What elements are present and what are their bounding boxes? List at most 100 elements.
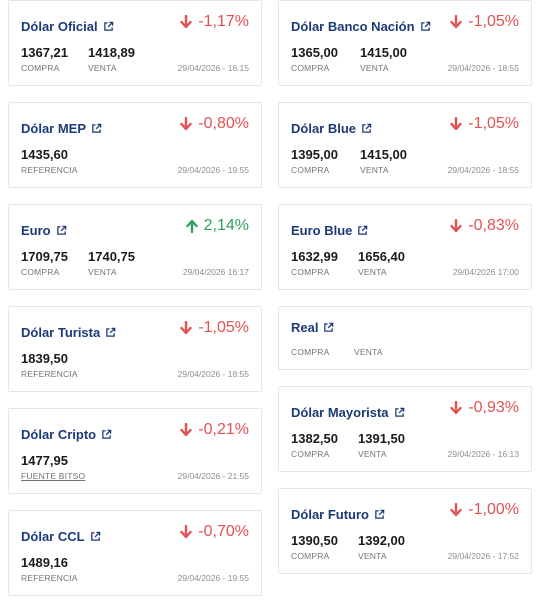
card-title[interactable]: Dólar MEP [21, 121, 87, 136]
card-title-link[interactable]: Dólar Oficial [21, 19, 114, 34]
change-indicator: -1,05% [450, 115, 519, 133]
card-title[interactable]: Real [291, 320, 319, 335]
buy-value: 1632,99 [291, 249, 338, 264]
card-title[interactable]: Dólar Blue [291, 121, 357, 136]
arrow-down-icon [450, 117, 462, 131]
external-link-icon[interactable] [394, 407, 405, 418]
card-euro: Euro 2,14% 1709,75 1740,75 COMPRA VENTA … [8, 204, 262, 290]
sell-label: VENTA [358, 267, 387, 277]
external-link-icon[interactable] [361, 123, 372, 134]
card-dolar-turista: Dólar Turista -1,05% 1839,50 REFERENCIA … [8, 306, 262, 392]
card-title[interactable]: Dólar Cripto [21, 427, 97, 442]
card-title-link[interactable]: Euro Blue [291, 223, 368, 238]
external-link-icon[interactable] [323, 322, 334, 333]
buy-value: 1382,50 [291, 431, 338, 446]
card-euro-blue: Euro Blue -0,83% 1632,99 1656,40 COMPRA … [278, 204, 532, 290]
change-indicator: -1,00% [450, 501, 519, 519]
buy-label: COMPRA [21, 267, 60, 277]
arrow-up-icon [185, 219, 198, 233]
change-percent: 2,14% [203, 217, 249, 234]
card-title-link[interactable]: Dólar Blue [291, 121, 372, 136]
card-title-link[interactable]: Dólar Mayorista [291, 405, 405, 420]
change-indicator: -0,83% [450, 217, 519, 235]
buy-value: 1365,00 [291, 45, 338, 60]
arrow-down-icon [450, 219, 462, 233]
external-link-icon[interactable] [91, 123, 102, 134]
sell-label: VENTA [354, 347, 383, 357]
buy-value: 1390,50 [291, 533, 338, 548]
update-timestamp: 29/04/2026 - 16:15 [177, 63, 249, 73]
buy-value: 1395,00 [291, 147, 338, 162]
buy-label: COMPRA [21, 63, 60, 73]
buy-label: COMPRA [291, 551, 330, 561]
card-dolar-ccl: Dólar CCL -0,70% 1489,16 REFERENCIA 29/0… [8, 510, 262, 596]
buy-label: COMPRA [291, 267, 330, 277]
sell-value: 1740,75 [88, 249, 135, 264]
card-real: Real COMPRA VENTA [278, 306, 532, 370]
buy-label: COMPRA [291, 165, 330, 175]
sell-label: VENTA [88, 267, 117, 277]
external-link-icon[interactable] [105, 327, 116, 338]
card-title[interactable]: Dólar Mayorista [291, 405, 389, 420]
card-title-link[interactable]: Dólar Cripto [21, 427, 112, 442]
update-timestamp: 29/04/2026 - 18:55 [447, 63, 519, 73]
card-title[interactable]: Euro Blue [291, 223, 353, 238]
card-dolar-oficial: Dólar Oficial -1,17% 1367,21 1418,89 COM… [8, 0, 262, 86]
update-timestamp: 29/04/2026 - 16:13 [447, 449, 519, 459]
card-title-link[interactable]: Real [291, 320, 334, 335]
card-dolar-futuro: Dólar Futuro -1,00% 1390,50 1392,00 COMP… [278, 488, 532, 574]
sell-label: VENTA [358, 449, 387, 459]
change-indicator: -1,05% [180, 319, 249, 337]
card-title[interactable]: Dólar CCL [21, 529, 85, 544]
card-title-link[interactable]: Dólar CCL [21, 529, 101, 544]
arrow-down-icon [450, 401, 462, 415]
card-title-link[interactable]: Dólar MEP [21, 121, 102, 136]
card-title[interactable]: Dólar Turista [21, 325, 101, 340]
card-title-link[interactable]: Dólar Banco Nación [291, 19, 431, 34]
card-title-link[interactable]: Dólar Turista [21, 325, 116, 340]
card-dolar-cripto: Dólar Cripto -0,21% 1477,95 FUENTE BITSO… [8, 408, 262, 494]
change-percent: -0,83% [468, 217, 519, 234]
update-timestamp: 29/04/2026 - 19:55 [177, 573, 249, 583]
sell-label: VENTA [88, 63, 117, 73]
card-dolar-mep: Dólar MEP -0,80% 1435,60 REFERENCIA 29/0… [8, 102, 262, 188]
external-link-icon[interactable] [56, 225, 67, 236]
external-link-icon[interactable] [357, 225, 368, 236]
external-link-icon[interactable] [90, 531, 101, 542]
external-link-icon[interactable] [103, 21, 114, 32]
buy-label: COMPRA [291, 347, 330, 357]
external-link-icon[interactable] [420, 21, 431, 32]
sell-label: VENTA [360, 63, 389, 73]
sell-label: VENTA [358, 551, 387, 561]
buy-value: 1367,21 [21, 45, 68, 60]
card-title-link[interactable]: Euro [21, 223, 67, 238]
card-title[interactable]: Euro [21, 223, 51, 238]
external-link-icon[interactable] [101, 429, 112, 440]
card-title-link[interactable]: Dólar Futuro [291, 507, 385, 522]
update-timestamp: 29/04/2026 - 21:55 [177, 471, 249, 481]
sell-value: 1391,50 [358, 431, 405, 446]
card-dolar-mayorista: Dólar Mayorista -0,93% 1382,50 1391,50 C… [278, 386, 532, 472]
change-indicator: 2,14% [185, 217, 249, 235]
update-timestamp: 29/04/2026 16:17 [182, 267, 249, 277]
update-timestamp: 29/04/2026 - 19:55 [177, 165, 249, 175]
card-title[interactable]: Dólar Banco Nación [291, 19, 415, 34]
source-link[interactable]: FUENTE BITSO [21, 471, 86, 481]
update-timestamp: 29/04/2026 - 17:52 [447, 551, 519, 561]
change-indicator: -0,70% [180, 523, 249, 541]
card-title[interactable]: Dólar Oficial [21, 19, 98, 34]
external-link-icon[interactable] [374, 509, 385, 520]
sell-value: 1656,40 [358, 249, 405, 264]
arrow-down-icon [180, 117, 192, 131]
buy-label: COMPRA [291, 449, 330, 459]
sell-value: 1392,00 [358, 533, 405, 548]
arrow-down-icon [450, 15, 462, 29]
reference-label: REFERENCIA [21, 573, 78, 583]
change-percent: -1,05% [468, 13, 519, 30]
change-percent: -0,80% [198, 115, 249, 132]
arrow-down-icon [450, 503, 462, 517]
arrow-down-icon [180, 321, 192, 335]
change-percent: -1,17% [198, 13, 249, 30]
card-title[interactable]: Dólar Futuro [291, 507, 369, 522]
update-timestamp: 29/04/2026 - 18:55 [177, 369, 249, 379]
